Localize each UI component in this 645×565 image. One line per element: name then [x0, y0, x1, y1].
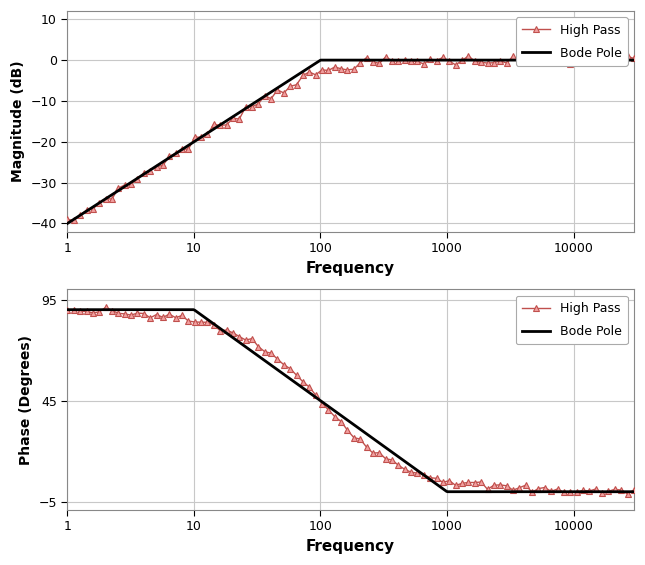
- Bode Pole: [336, 411, 344, 418]
- Legend: High Pass, Bode Pole: High Pass, Bode Pole: [516, 18, 628, 66]
- X-axis label: Frequency: Frequency: [306, 260, 395, 276]
- High Pass: [617, 54, 625, 60]
- Line: High Pass: High Pass: [64, 53, 637, 224]
- High Pass: [464, 479, 472, 486]
- Bode Pole: [372, 56, 379, 63]
- Bode Pole: [370, 436, 378, 442]
- Bode Pole: [401, 458, 408, 464]
- Bode Pole: [333, 56, 341, 63]
- High Pass: [547, 56, 555, 63]
- Bode Pole: [402, 56, 410, 63]
- High Pass: [146, 167, 154, 174]
- Line: Bode Pole: Bode Pole: [68, 310, 634, 492]
- High Pass: [560, 57, 568, 64]
- High Pass: [64, 216, 72, 223]
- High Pass: [630, 486, 638, 493]
- Y-axis label: Magnitude (dB): Magnitude (dB): [11, 60, 25, 182]
- High Pass: [471, 58, 479, 64]
- Bode Pole: [617, 488, 625, 495]
- Bode Pole: [317, 56, 324, 63]
- Bode Pole: [630, 56, 638, 63]
- Line: High Pass: High Pass: [64, 304, 637, 497]
- High Pass: [64, 306, 72, 313]
- High Pass: [630, 55, 638, 62]
- Bode Pole: [529, 488, 537, 495]
- Bode Pole: [617, 56, 625, 63]
- High Pass: [70, 217, 77, 224]
- High Pass: [242, 337, 250, 344]
- Bode Pole: [64, 220, 72, 227]
- Bode Pole: [64, 306, 72, 313]
- High Pass: [242, 103, 250, 110]
- High Pass: [464, 53, 472, 59]
- High Pass: [102, 304, 110, 311]
- Bode Pole: [337, 56, 345, 63]
- High Pass: [624, 490, 631, 497]
- Line: Bode Pole: Bode Pole: [68, 60, 634, 223]
- High Pass: [146, 314, 154, 321]
- Bode Pole: [630, 488, 638, 495]
- High Pass: [541, 484, 549, 491]
- Legend: High Pass, Bode Pole: High Pass, Bode Pole: [516, 295, 628, 344]
- Bode Pole: [444, 488, 452, 495]
- Bode Pole: [529, 56, 537, 63]
- High Pass: [553, 485, 561, 492]
- Y-axis label: Phase (Degrees): Phase (Degrees): [19, 334, 33, 464]
- Bode Pole: [333, 409, 341, 416]
- X-axis label: Frequency: Frequency: [306, 539, 395, 554]
- High Pass: [611, 486, 619, 493]
